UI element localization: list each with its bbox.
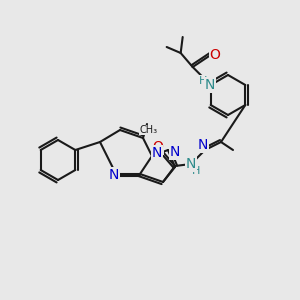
Text: O: O (153, 140, 164, 154)
Text: N: N (198, 138, 208, 152)
Text: O: O (209, 48, 220, 62)
Text: N: N (170, 145, 180, 159)
Text: N: N (152, 146, 162, 160)
Text: CH₃: CH₃ (140, 125, 158, 135)
Text: N: N (109, 168, 119, 182)
Text: N: N (186, 157, 196, 171)
Text: H: H (199, 76, 207, 86)
Text: N: N (205, 78, 215, 92)
Text: H: H (192, 166, 200, 176)
